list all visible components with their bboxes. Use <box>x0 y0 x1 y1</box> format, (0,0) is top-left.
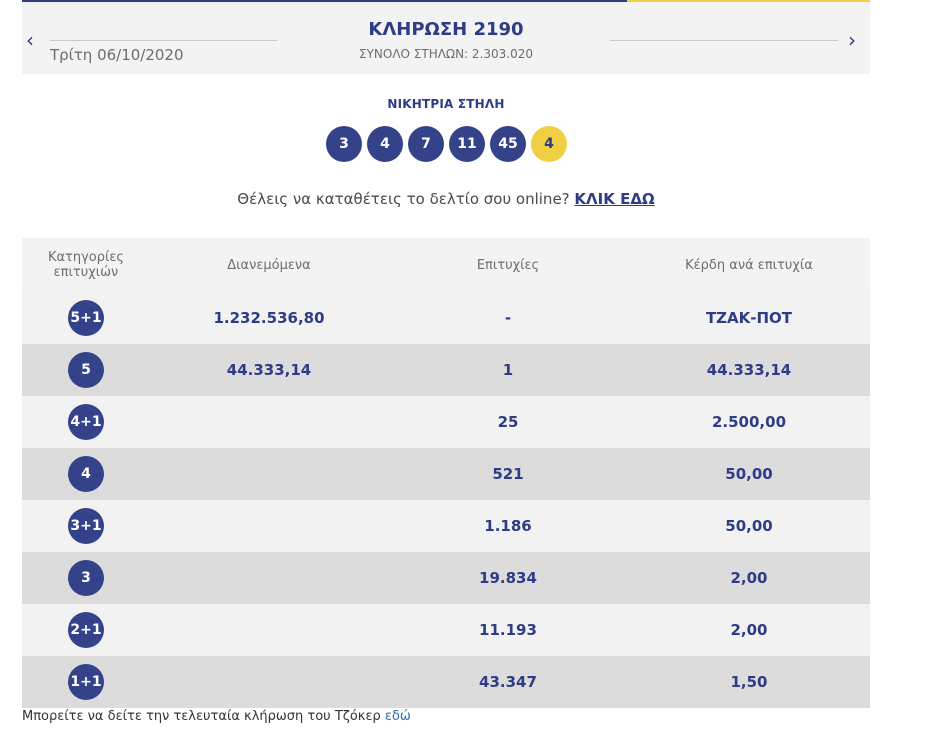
winners-value: 43.347 <box>479 673 537 691</box>
category-badge: 4 <box>68 456 104 492</box>
winners-value: 25 <box>497 413 519 431</box>
draw-title: ΚΛΗΡΩΣΗ 2190 <box>368 19 524 40</box>
category-badge: 1+1 <box>68 664 104 700</box>
table-row: 1+1 43.347 1,50 <box>22 656 870 708</box>
winners-value: 11.193 <box>479 621 537 639</box>
here-link[interactable]: εδώ <box>384 709 411 724</box>
progress-line-accent <box>627 0 870 2</box>
winners-value: 1.186 <box>484 517 532 535</box>
winners-value: 1 <box>502 361 514 379</box>
header-categories: Κατηγορίες επιτυχιών <box>22 250 150 280</box>
progress-line <box>22 0 627 2</box>
category-badge: 3+1 <box>68 508 104 544</box>
number-ball: 7 <box>408 126 444 162</box>
header-categories-line2: επιτυχιών <box>53 265 119 280</box>
winners-value: 521 <box>492 465 524 483</box>
header-winners: Επιτυχίες <box>476 257 540 273</box>
table-row: 5 44.333,14 1 44.333,14 <box>22 344 870 396</box>
table-row: 4+1 25 2.500,00 <box>22 396 870 448</box>
category-badge: 5+1 <box>68 300 104 336</box>
winners-value: 19.834 <box>479 569 537 587</box>
category-badge: 2+1 <box>68 612 104 648</box>
footer-text: Μπορείτε να δείτε την τελευταία κλήρωση … <box>22 709 381 724</box>
table-row: 3 19.834 2,00 <box>22 552 870 604</box>
table-body: 5+1 1.232.536,80 - ΤΖΑΚ-ΠΟΤ 5 44.333,14 … <box>22 292 870 708</box>
winning-numbers: 3 4 7 11 45 4 <box>326 126 567 162</box>
click-here-link[interactable]: ΚΛΙΚ ΕΔΩ <box>574 190 655 208</box>
number-ball: 11 <box>449 126 485 162</box>
header-prize: Κέρδη ανά επιτυχία <box>685 257 813 273</box>
divider <box>50 40 277 41</box>
divider <box>610 40 838 41</box>
number-ball: 3 <box>326 126 362 162</box>
prize-value: 1,50 <box>730 673 768 691</box>
table-row: 5+1 1.232.536,80 - ΤΖΑΚ-ΠΟΤ <box>22 292 870 344</box>
category-badge: 4+1 <box>68 404 104 440</box>
distributed-value: 1.232.536,80 <box>213 309 325 327</box>
number-ball: 45 <box>490 126 526 162</box>
table-row: 3+1 1.186 50,00 <box>22 500 870 552</box>
joker-ball: 4 <box>531 126 567 162</box>
cta-text: Θέλεις να καταθέτεις το δελτίο σου onlin… <box>237 190 570 208</box>
header-distributed: Διανεμόμενα <box>227 257 311 273</box>
table-row: 2+1 11.193 2,00 <box>22 604 870 656</box>
online-ticket-prompt: Θέλεις να καταθέτεις το δελτίο σου onlin… <box>22 190 870 208</box>
prize-value: 50,00 <box>725 465 773 483</box>
prize-value: ΤΖΑΚ-ΠΟΤ <box>705 309 793 327</box>
distributed-value: 44.333,14 <box>226 361 312 379</box>
category-badge: 3 <box>68 560 104 596</box>
prize-value: 44.333,14 <box>706 361 792 379</box>
winning-column-label: ΝΙΚΗΤΡΙΑ ΣΤΗΛΗ <box>387 97 505 111</box>
prize-value: 2,00 <box>730 621 768 639</box>
prize-value: 2,00 <box>730 569 768 587</box>
draw-date: Τρίτη 06/10/2020 <box>50 46 184 64</box>
chevron-left-icon[interactable]: ‹ <box>26 28 34 52</box>
prize-table: Κατηγορίες επιτυχιών Διανεμόμενα Επιτυχί… <box>22 238 870 708</box>
prize-value: 2.500,00 <box>711 413 787 431</box>
number-ball: 4 <box>367 126 403 162</box>
draw-header: ‹ Τρίτη 06/10/2020 ΚΛΗΡΩΣΗ 2190 ΣΥΝΟΛΟ Σ… <box>22 2 870 74</box>
chevron-right-icon[interactable]: › <box>848 28 856 52</box>
table-row: 4 521 50,00 <box>22 448 870 500</box>
table-header: Κατηγορίες επιτυχιών Διανεμόμενα Επιτυχί… <box>22 238 870 292</box>
winners-value: - <box>504 309 512 327</box>
header-categories-line1: Κατηγορίες <box>47 250 125 265</box>
prize-value: 50,00 <box>725 517 773 535</box>
total-columns: ΣΥΝΟΛΟ ΣΤΗΛΩΝ: 2.303.020 <box>358 47 534 61</box>
last-joker-draw-note: Μπορείτε να δείτε την τελευταία κλήρωση … <box>22 709 411 724</box>
category-badge: 5 <box>68 352 104 388</box>
